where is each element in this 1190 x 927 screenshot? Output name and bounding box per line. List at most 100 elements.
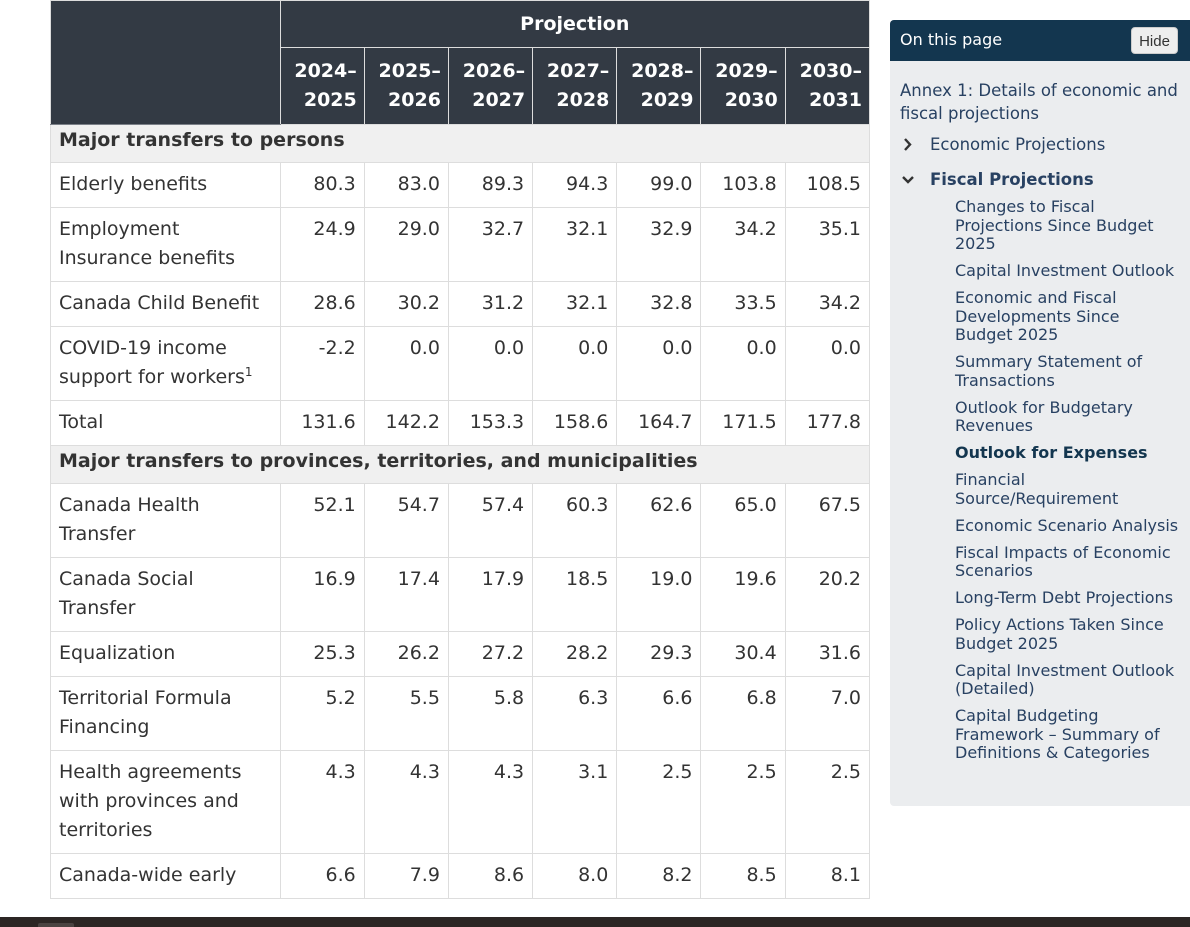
year-column-header: 2029– 2030 — [700, 47, 786, 125]
row-label: Canada Health Transfer — [59, 494, 200, 545]
value-cell: 2.5 — [616, 750, 702, 854]
value-cell: 8.1 — [784, 853, 870, 899]
value-cell: 5.8 — [447, 676, 534, 751]
fiscal-sublist-item: Economic and Fiscal Developments Since B… — [955, 288, 1182, 345]
value-cell: 34.2 — [700, 207, 786, 282]
value-cell: 6.3 — [532, 676, 618, 751]
year-start: 2030– — [799, 60, 862, 82]
value-cell: 29.0 — [363, 207, 449, 282]
value-cell: 0.0 — [447, 326, 534, 401]
row-label-cell: Elderly benefits — [50, 162, 281, 208]
value-cell: 6.8 — [700, 676, 786, 751]
value-cell: 103.8 — [700, 162, 786, 208]
table-row: Territorial Formula Financing 5.2 5.5 5.8 6.… — [50, 676, 870, 751]
section-row: Major transfers to persons — [50, 124, 870, 163]
fiscal-sublist-link[interactable]: Fiscal Impacts of Economic Scenarios — [955, 542, 1171, 580]
value-cell: 28.2 — [532, 631, 618, 677]
year-column-header: 2027– 2028 — [532, 47, 618, 125]
value-cell: 29.3 — [616, 631, 702, 677]
value-cell: 57.4 — [447, 483, 534, 558]
year-end: 2025 — [303, 89, 357, 111]
year-column-header: 2026– 2027 — [447, 47, 534, 125]
value-cell: 89.3 — [447, 162, 534, 208]
year-start: 2025– — [378, 60, 441, 82]
value-cell: 32.8 — [616, 281, 702, 327]
row-label: Elderly benefits — [59, 173, 208, 195]
value-cell: 7.0 — [784, 676, 870, 751]
row-label-cell: Equalization — [50, 631, 281, 677]
projection-header: Projection — [279, 0, 870, 48]
table-row: Canada Social Transfer 16.9 17.4 17.9 18.5 19… — [50, 557, 870, 632]
footnote-link[interactable]: 1 — [244, 365, 253, 379]
chevron-right-icon[interactable] — [900, 133, 918, 156]
value-cell: 131.6 — [279, 400, 365, 446]
value-cell: 27.2 — [447, 631, 534, 677]
value-cell: 19.6 — [700, 557, 786, 632]
year-end: 2026 — [388, 89, 441, 111]
fiscal-sublist-link[interactable]: Policy Actions Taken Since Budget 2025 — [955, 615, 1164, 653]
fiscal-sublist-link[interactable]: Capital Investment Outlook (Detailed) — [955, 660, 1175, 698]
row-label: Territorial Formula Financing — [59, 687, 232, 738]
value-cell: 80.3 — [279, 162, 365, 208]
fiscal-sublist-link[interactable]: Outlook for Budgetary Revenues — [955, 397, 1133, 435]
value-cell: 32.9 — [616, 207, 702, 282]
value-cell: 31.6 — [784, 631, 870, 677]
year-end: 2030 — [724, 89, 778, 111]
year-column-header: 2030– 2031 — [784, 47, 870, 125]
value-cell: 171.5 — [700, 400, 786, 446]
value-cell: -2.2 — [279, 326, 365, 401]
hide-button[interactable]: Hide — [1131, 27, 1178, 54]
fiscal-sublist-link[interactable]: Capital Investment Outlook — [955, 261, 1175, 280]
fiscal-projections-link[interactable]: Fiscal Projections — [930, 170, 1094, 189]
fiscal-sublist-link[interactable]: Summary Statement of Transactions — [955, 352, 1143, 390]
fiscal-sublist-link[interactable]: Outlook for Expenses — [955, 443, 1148, 462]
on-this-page-body: Annex 1: Details of economic and fiscal … — [890, 61, 1190, 763]
fiscal-sublist-link[interactable]: Long-Term Debt Projections — [955, 588, 1174, 607]
row-label: Employment Insurance benefits — [59, 218, 236, 269]
fiscal-sublist-item: Outlook for Expenses — [955, 443, 1182, 463]
fiscal-sublist-link[interactable]: Economic and Fiscal Developments Since B… — [955, 288, 1120, 344]
fiscal-sublist-item: Summary Statement of Transactions — [955, 352, 1182, 390]
value-cell: 4.3 — [279, 750, 365, 854]
on-this-page-title: On this page — [900, 30, 1003, 49]
value-cell: 32.7 — [447, 207, 534, 282]
fiscal-sublist-link[interactable]: Capital Budgeting Framework – Summary of… — [955, 706, 1160, 762]
on-this-page-header: On this page Hide — [890, 20, 1190, 61]
year-start: 2028– — [631, 60, 694, 82]
section-title: Major transfers to provinces, territorie… — [50, 445, 870, 484]
section-fiscal-projections[interactable]: Fiscal Projections — [900, 168, 1182, 191]
fiscal-sublist-item: Financial Source/Requirement — [955, 470, 1182, 508]
value-cell: 19.0 — [616, 557, 702, 632]
row-label-cell: Total — [50, 400, 281, 446]
row-label: Equalization — [59, 642, 176, 664]
section-economic-projections[interactable]: Economic Projections — [900, 133, 1182, 156]
table-row: Elderly benefits 80.3 83.0 89.3 94.3 99.0 103.… — [50, 162, 870, 208]
fiscal-sublist-link[interactable]: Economic Scenario Analysis — [955, 515, 1179, 535]
value-cell: 24.9 — [279, 207, 365, 282]
fiscal-sublist-link[interactable]: Financial Source/Requirement — [955, 470, 1119, 508]
value-cell: 60.3 — [532, 483, 618, 558]
row-label: Health agreements with provinces and ter… — [59, 761, 242, 841]
fiscal-sublist-item: Economic Scenario Analysis — [955, 515, 1182, 536]
fiscal-sublist-item: Fiscal Impacts of Economic Scenarios — [955, 542, 1182, 581]
value-cell: 7.9 — [363, 853, 449, 899]
value-cell: 2.5 — [784, 750, 870, 854]
economic-projections-link[interactable]: Economic Projections — [930, 135, 1106, 154]
table-row: Employment Insurance benefits 24.9 29.0 32.… — [50, 207, 870, 282]
table-row: Canada-wide early 6.6 7.9 8.6 8.0 8.2 8.5 8.1 — [50, 853, 870, 899]
value-cell: 8.2 — [616, 853, 702, 899]
row-label: COVID-19 income support for workers — [59, 337, 245, 388]
value-cell: 16.9 — [279, 557, 365, 632]
value-cell: 67.5 — [784, 483, 870, 558]
chevron-down-icon[interactable] — [900, 168, 918, 191]
fiscal-sublist-link[interactable]: Changes to Fiscal Projections Since Budg… — [955, 197, 1154, 253]
value-cell: 164.7 — [616, 400, 702, 446]
expenses-table-container: Projection 2024– 2025 2025– 2026 2026– 2027 20… — [50, 0, 870, 917]
value-cell: 62.6 — [616, 483, 702, 558]
table-corner-cell — [50, 0, 281, 125]
year-end: 2029 — [640, 89, 694, 111]
annex-1-link[interactable]: Annex 1: Details of economic and fiscal … — [900, 81, 1178, 123]
value-cell: 3.1 — [532, 750, 618, 854]
value-cell: 30.2 — [363, 281, 449, 327]
value-cell: 8.6 — [447, 853, 534, 899]
